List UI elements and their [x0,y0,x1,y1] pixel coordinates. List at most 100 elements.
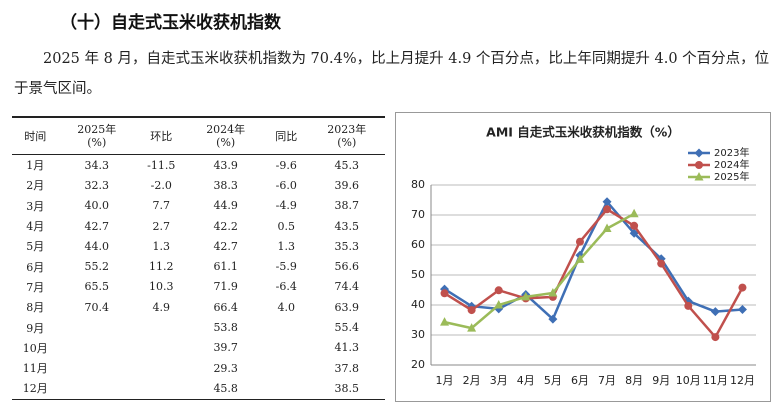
table-cell: 37.8 [334,361,360,375]
table-cell: 7月 [26,280,45,294]
marker [711,333,720,342]
table-header-cell: 2024年 (%) [187,116,264,155]
marker [521,291,531,301]
table-cell: 34.3 [84,158,110,172]
series-line [443,207,744,340]
table-cell: 38.3 [213,178,238,192]
x-tick-label: 11月 [703,374,728,387]
table-cell: 29.3 [213,361,238,375]
table-cell: 0.5 [277,219,295,233]
table-row: 8月 70.4 4.9 66.4 4.0 63.9 [12,297,385,317]
table-cell: -5.9 [275,260,297,274]
marker [548,314,558,324]
table-cell: 66.4 [213,300,238,314]
x-tick-label: 1月 [436,374,454,387]
y-tick-label: 80 [411,178,425,191]
table-cell [264,358,309,378]
y-tick-label: 60 [411,238,425,251]
table-cell: 32.3 [84,178,110,192]
marker [738,283,747,292]
marker [467,323,477,332]
table-cell: -11.5 [147,158,176,172]
table-cell: 43.9 [213,158,238,172]
table-cell: 11.2 [148,260,174,274]
table-cell: 35.3 [334,239,360,253]
table-header-cell: 同比 [263,116,309,155]
chart: AMI 自走式玉米收获机指数（%） 20 30 40 50 60 70 80 1月 2月 3月 4月… [395,112,771,402]
table-cell: 8月 [26,301,45,315]
marker [575,237,584,246]
table-cell: 38.7 [334,199,360,213]
legend-label: 2024年 [714,158,749,171]
x-tick-label: 7月 [598,374,616,387]
table-cell: 53.8 [213,321,238,335]
table-cell [264,338,309,358]
marker [684,301,693,310]
marker [602,197,612,207]
table-cell [135,317,188,337]
x-tick-label: 6月 [571,374,589,387]
table-cell: 10月 [22,341,48,355]
table-cell: 55.4 [334,321,360,335]
table-cell: 7.7 [152,199,170,213]
marker [494,286,503,295]
table-cell: 9月 [26,321,45,335]
table-cell: 38.5 [308,378,385,400]
table-cell [264,317,309,337]
marker [630,221,639,230]
table-cell: 1.3 [152,239,170,253]
x-tick-label: 8月 [625,374,643,387]
series-line [444,212,635,330]
y-tick-label: 40 [411,298,425,311]
table-cell [263,378,309,400]
table-cell: 63.9 [334,300,360,314]
table-cell: -6.0 [275,178,297,192]
table-row: 11月 29.3 37.8 [12,358,385,378]
table-cell [134,378,188,400]
table-cell: 55.2 [84,260,110,274]
table-row: 1月 34.3 -11.5 43.9 -9.6 45.3 [12,155,385,176]
table-cell: 56.6 [334,260,360,274]
table-row: 3月 40.0 7.7 44.9 -4.9 38.7 [12,196,385,216]
table-cell [58,378,135,400]
table-cell: 71.9 [213,280,238,294]
table-cell: 1月 [26,159,45,173]
table-header-cell: 环比 [134,116,188,155]
marker [440,317,450,326]
table-cell: -6.4 [275,280,297,294]
table-row: 10月 39.7 41.3 [12,338,385,358]
x-tick-label: 3月 [490,374,508,387]
marker [737,305,747,314]
x-tick-label: 4月 [517,374,535,387]
table-cell: -4.9 [275,199,297,213]
y-tick-label: 50 [411,268,425,281]
marker [440,289,449,298]
table-cell: 39.7 [213,341,238,355]
table-cell: 65.5 [84,280,110,294]
marker [575,254,585,263]
table-row: 2月 32.3 -2.0 38.3 -6.0 39.6 [12,175,385,195]
x-tick-label: 9月 [652,374,670,387]
x-tick-label: 10月 [676,374,701,387]
marker [710,307,720,317]
table-row: 7月 65.5 10.3 71.9 -6.4 74.4 [12,277,385,297]
table-cell: 6月 [26,260,45,274]
data-table: 时间 2025年 (%) 环比 2024年 (%) 同比 2023年 (%) 1月 34.3 -… [12,116,385,400]
y-tick-label: 70 [411,208,425,221]
table-cell: 42.7 [213,239,238,253]
table-cell: 5月 [26,240,45,254]
table-row: 9月 53.8 55.4 [12,317,385,337]
legend-label: 2025年 [714,170,749,183]
table-cell [135,338,188,358]
table-cell: 44.9 [213,199,238,213]
marker [603,205,612,214]
table-row: 6月 55.2 11.2 61.1 -5.9 56.6 [12,256,385,276]
table-row: 4月 42.7 2.7 42.2 0.5 43.5 [12,216,385,236]
table-cell: 4.0 [277,300,295,314]
table-row: 12月 45.8 38.5 [12,378,385,400]
table-cell: 42.7 [84,219,110,233]
table-cell [59,358,135,378]
table-cell: 41.3 [334,341,360,355]
x-tick-label: 2月 [463,374,481,387]
